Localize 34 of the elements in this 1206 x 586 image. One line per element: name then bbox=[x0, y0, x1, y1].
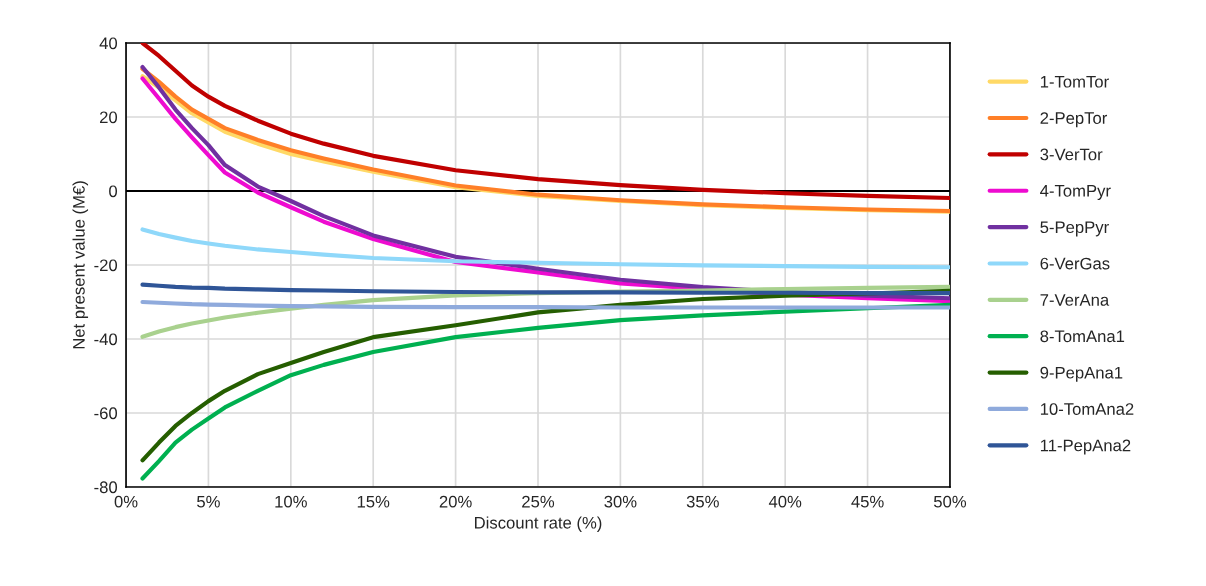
y-tick-label: -40 bbox=[94, 333, 118, 346]
legend-label: 1-TomTor bbox=[1040, 75, 1109, 88]
x-tick-label: 20% bbox=[439, 495, 472, 508]
x-tick-label: 10% bbox=[275, 495, 307, 508]
x-tick-label: 25% bbox=[522, 495, 555, 508]
legend-label: 2-PepTor bbox=[1040, 112, 1108, 128]
line-series bbox=[140, 227, 950, 270]
legend-label: 7-VerAna bbox=[1040, 294, 1110, 306]
legend-label: 3-VerTor bbox=[1040, 148, 1103, 161]
legend-label: 4-TomPyr bbox=[1040, 185, 1111, 201]
x-tick-label: 30% bbox=[604, 495, 637, 508]
line-series bbox=[140, 282, 950, 296]
line-series bbox=[140, 43, 950, 201]
x-tick-label: 45% bbox=[851, 495, 884, 508]
y-tick-label: -80 bbox=[94, 481, 118, 494]
x-tick-label: 0% bbox=[114, 495, 138, 508]
legend-label: 8-TomAna1 bbox=[1040, 330, 1125, 343]
y-tick-label: 20 bbox=[100, 111, 118, 124]
legend-label: 9-PepAna1 bbox=[1040, 366, 1123, 382]
x-tick-label: 15% bbox=[357, 495, 390, 508]
y-axis-title: Net present value (M€) bbox=[72, 181, 89, 349]
y-tick-label: -20 bbox=[94, 259, 118, 272]
legend-label: 10-TomAna2 bbox=[1040, 403, 1134, 415]
x-tick-label: 50% bbox=[933, 495, 967, 508]
x-tick-label: 35% bbox=[686, 495, 719, 508]
legend-label: 6-VerGas bbox=[1040, 257, 1110, 270]
x-tick-label: 40% bbox=[768, 495, 802, 508]
x-tick-label: 5% bbox=[197, 495, 220, 508]
y-tick-label: -60 bbox=[94, 407, 118, 420]
legend-label: 11-PepAna2 bbox=[1040, 439, 1131, 455]
y-tick-label: 0 bbox=[109, 185, 118, 198]
legend-label: 5-PepPyr bbox=[1040, 221, 1109, 237]
x-axis-title: Discount rate (%) bbox=[475, 516, 602, 532]
y-tick-label: 40 bbox=[99, 37, 118, 50]
